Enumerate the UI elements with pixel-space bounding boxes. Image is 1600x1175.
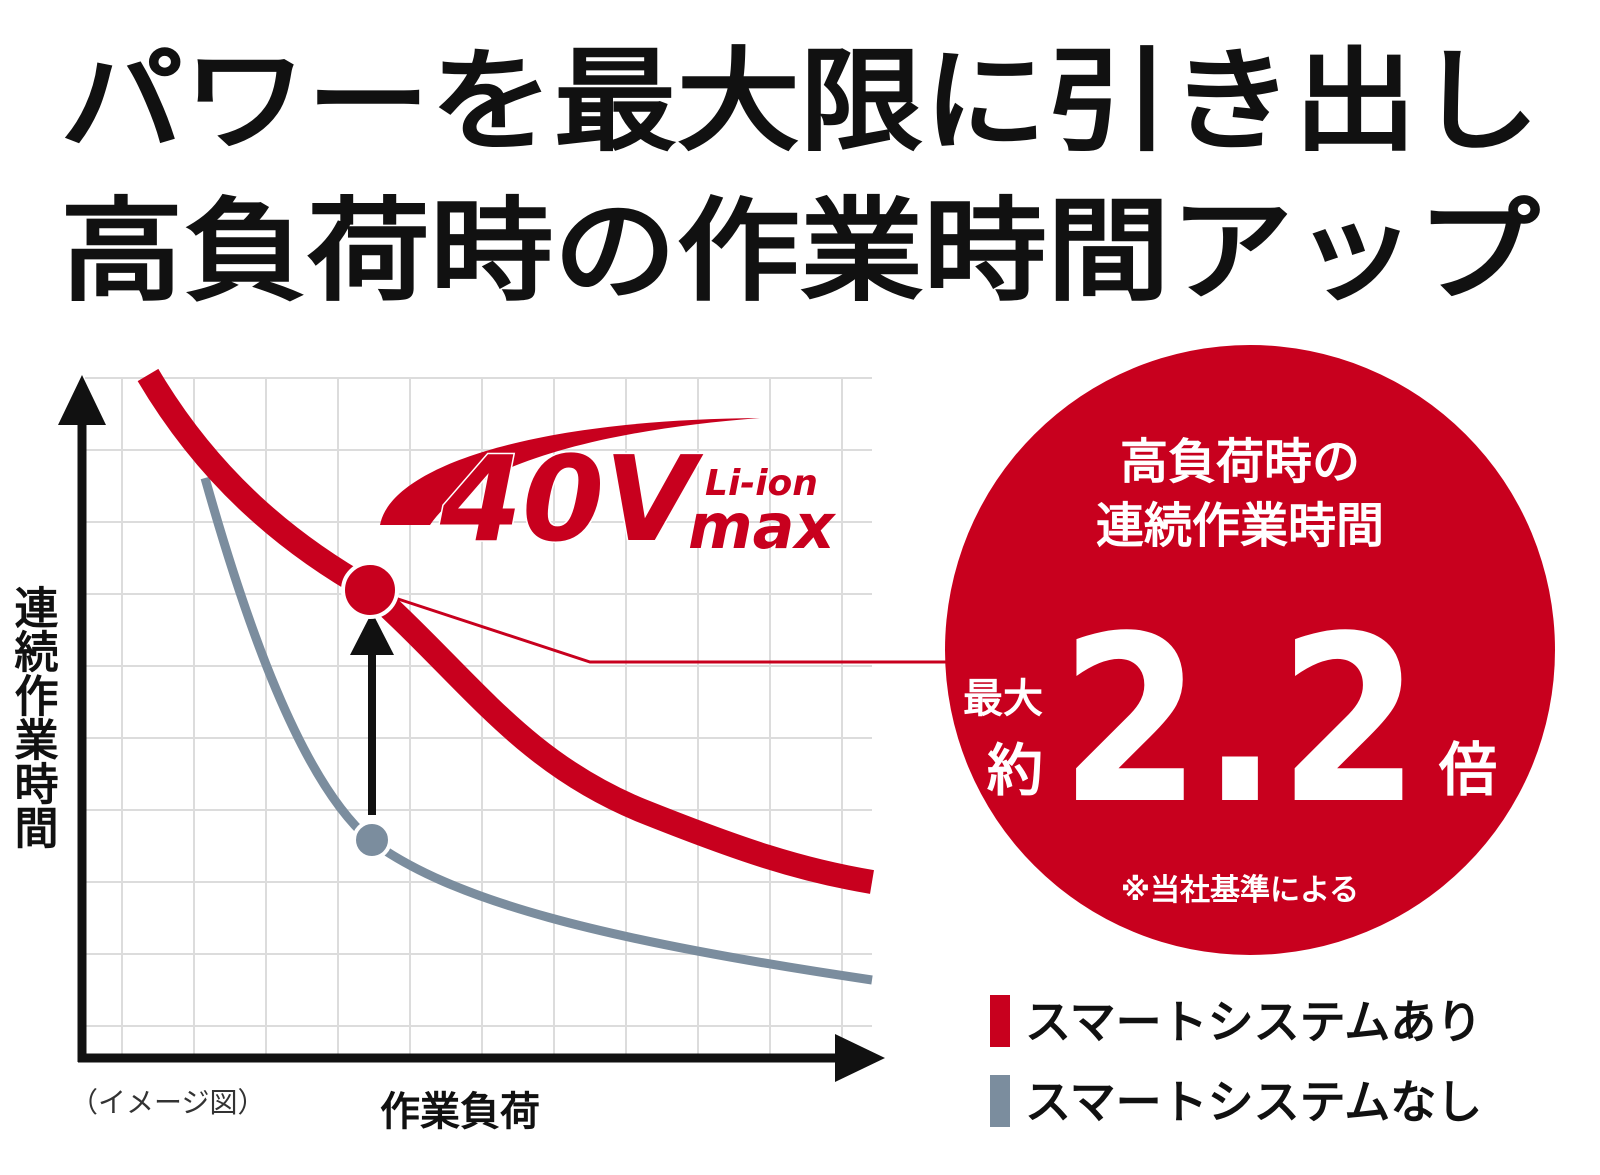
badge-prefix: 最大	[963, 676, 1043, 722]
grid	[85, 377, 872, 1055]
badge-footnote: ※当社基準による	[1121, 873, 1359, 908]
legend-swatch	[990, 1075, 1010, 1127]
badge-unit: 倍	[1438, 736, 1497, 804]
legend-label: スマートシステムなし	[1025, 1075, 1482, 1129]
badge-figure: 2.2	[1060, 588, 1420, 855]
badge-prefix: 約	[987, 739, 1043, 804]
note: （イメージ図）	[70, 1086, 265, 1119]
badge-line: 高負荷時の	[1120, 434, 1360, 490]
x-axis-label: 作業負荷	[380, 1089, 540, 1135]
y-axis-arrow	[58, 375, 106, 425]
logo-suffix: max	[688, 490, 836, 563]
legend-swatch	[990, 995, 1010, 1047]
badge-line: 連続作業時間	[1096, 498, 1384, 554]
title-line: 高負荷時の作業時間アップ	[60, 187, 1540, 317]
point-without	[352, 820, 392, 860]
curve-with	[137, 368, 874, 894]
badge	[945, 345, 1555, 955]
point-with	[341, 561, 399, 619]
logo-voltage: 40V	[439, 430, 704, 568]
connector	[394, 596, 955, 664]
title-line: パワーを最大限に引き出し	[60, 37, 1540, 167]
legend-label: スマートシステムあり	[1025, 995, 1482, 1049]
up-arrow-head	[350, 612, 394, 655]
logo-cell: Li-ion	[705, 463, 818, 504]
logo-swoosh	[380, 418, 760, 525]
y-axis-label: 連続作業時間	[7, 585, 59, 849]
x-axis-arrow	[835, 1034, 885, 1082]
